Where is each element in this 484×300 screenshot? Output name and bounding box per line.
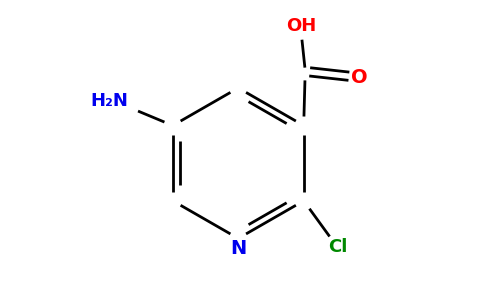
Text: N: N	[230, 239, 246, 258]
Text: Cl: Cl	[328, 238, 347, 256]
Text: O: O	[351, 68, 368, 87]
Text: OH: OH	[287, 17, 317, 35]
Text: H₂N: H₂N	[91, 92, 129, 110]
